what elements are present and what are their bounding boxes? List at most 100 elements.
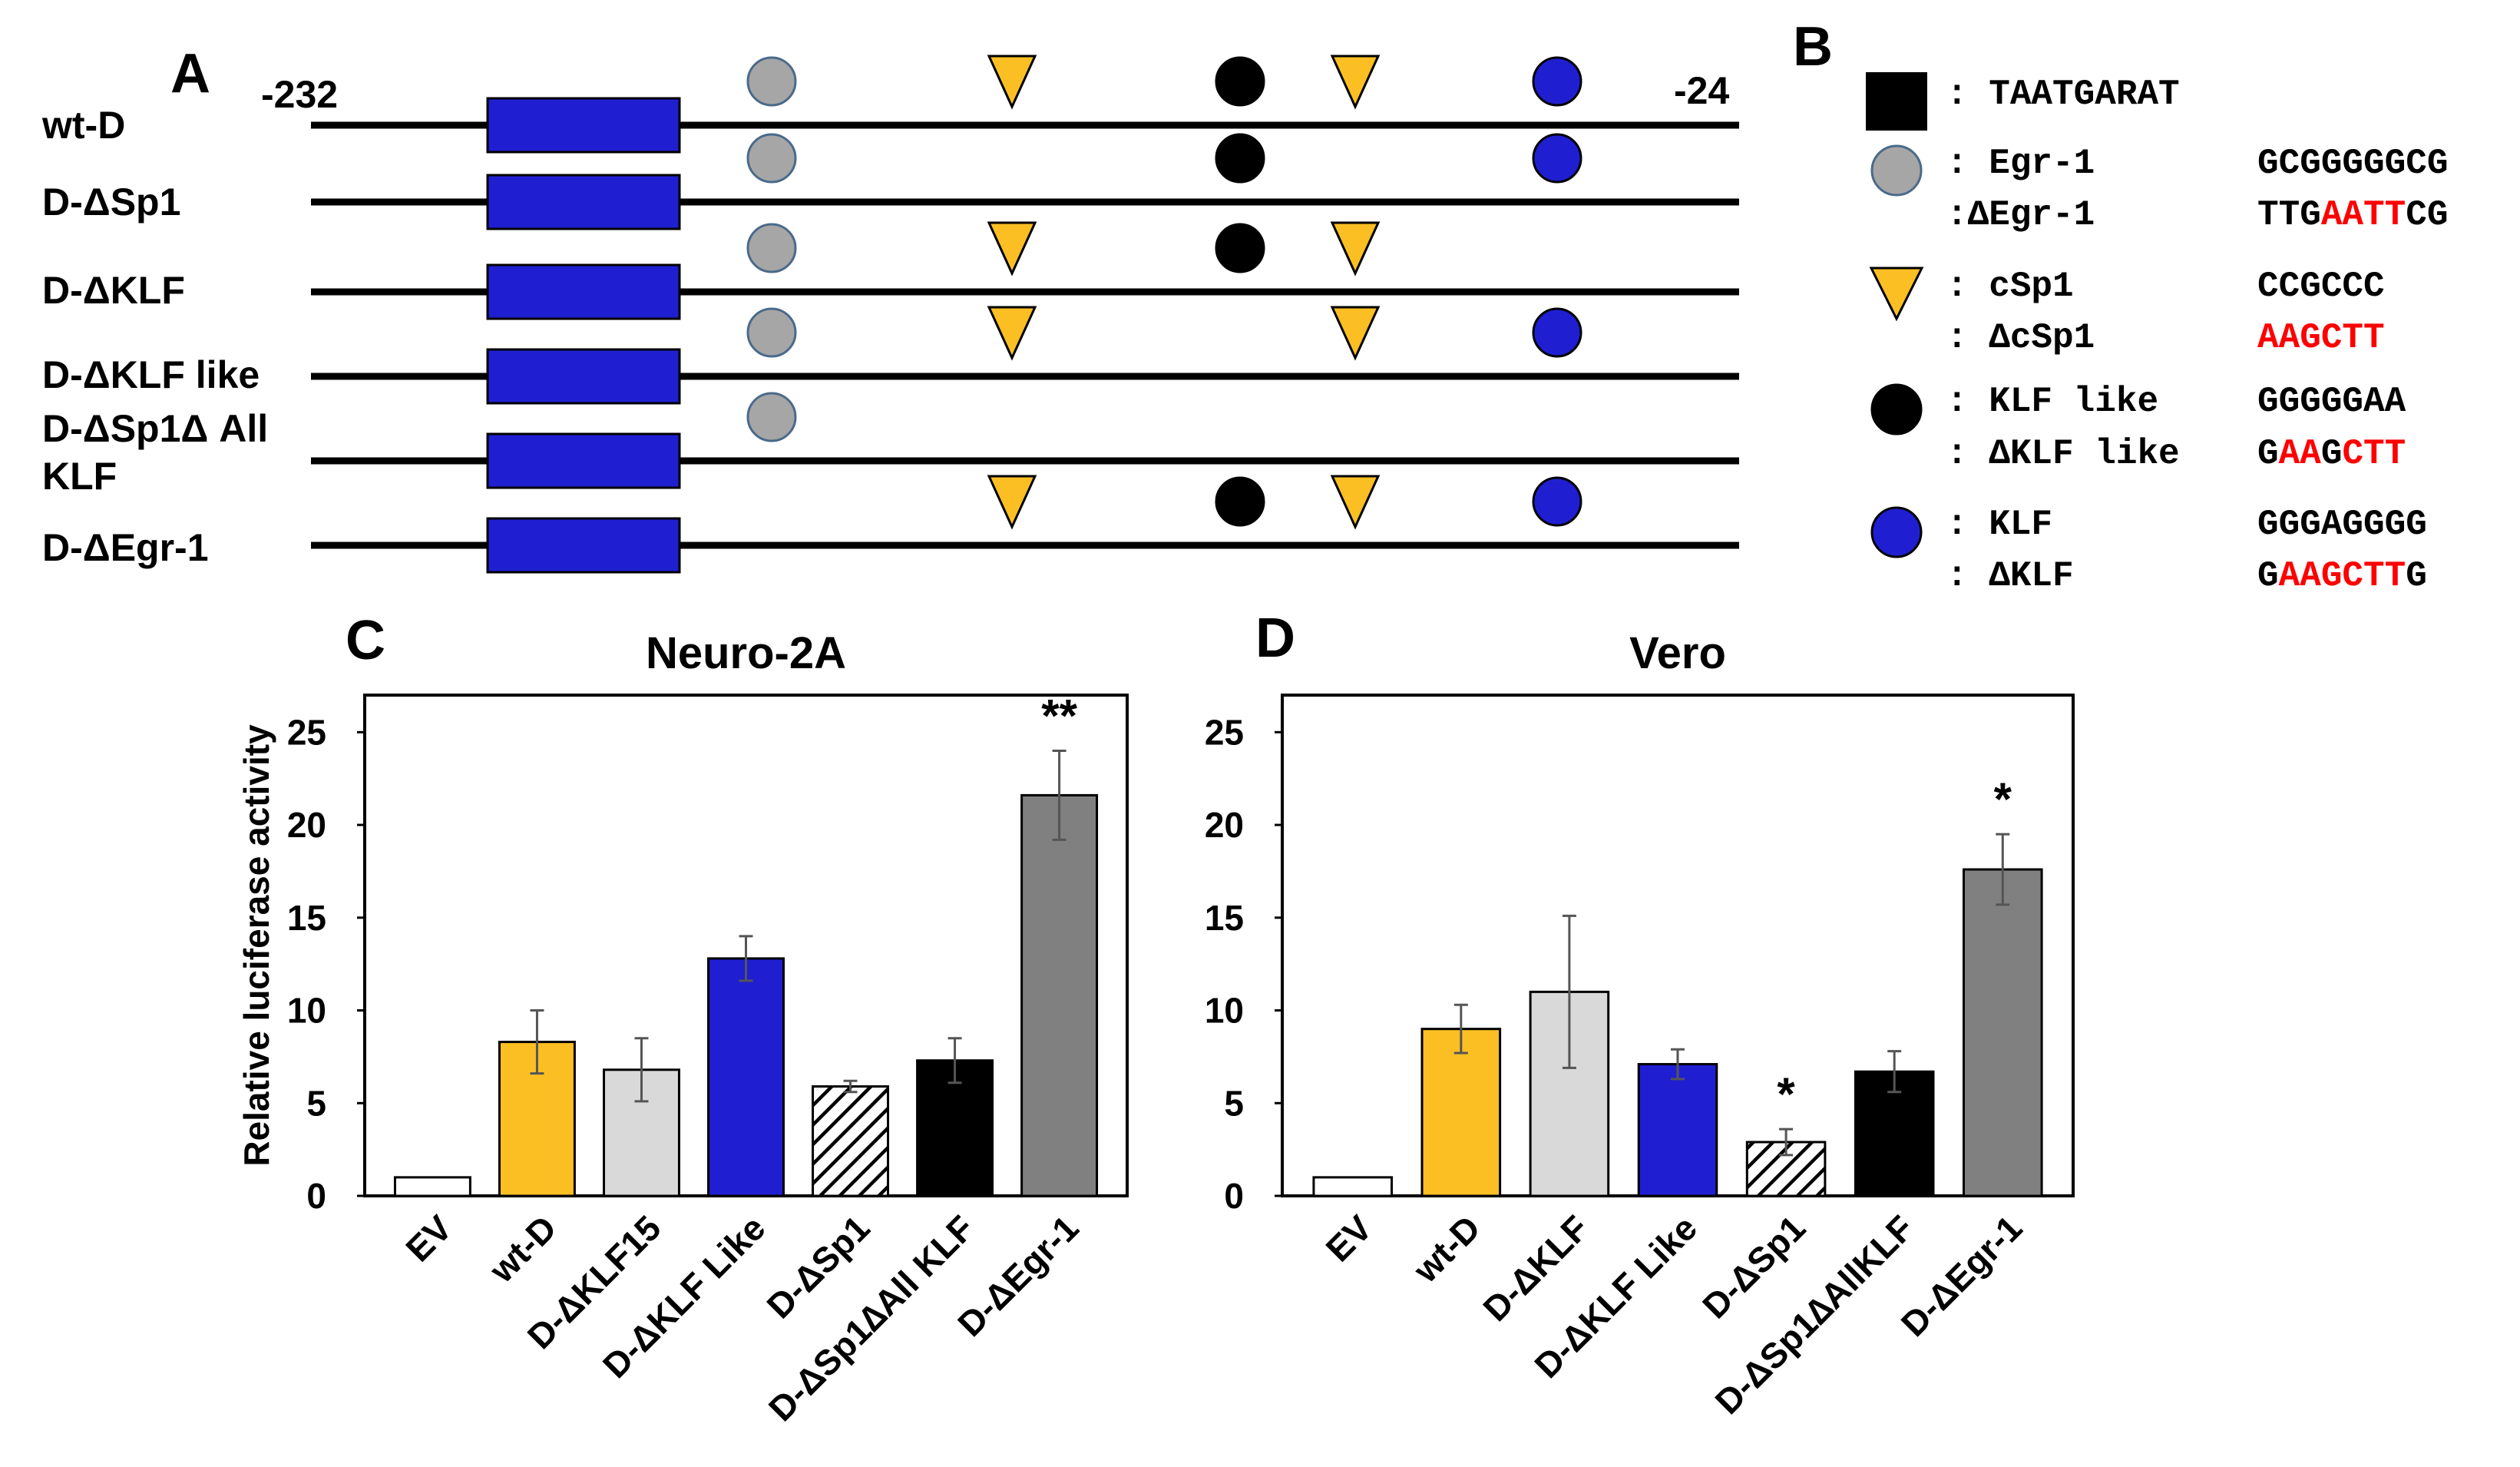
legend-sequence: TTGAATTCG [2257,195,2448,235]
panel-b-label: B [1793,16,1833,78]
sequence-part: AAGCTT [2279,556,2406,596]
klf-like-site-icon [1215,476,1265,527]
construct-row: D-ΔSp1Δ All KLF [42,392,1739,498]
legend-site-name: : Egr-1 [1946,144,2095,184]
construct-row: D-ΔKLF [42,221,1739,320]
category-label: wt-D [1405,1207,1488,1290]
egr1-site-icon [746,307,797,358]
legend-sequence: CCGCCC [2257,267,2385,306]
sequence-part: TTG [2257,195,2321,235]
legend-entry: : KLF like GGGGGAA: ΔKLF like GAAGCTT [1870,382,2406,474]
sequence-part: CCGCCC [2257,267,2385,306]
legend-sequence: GGGAGGGG [2257,505,2427,545]
bar [1962,868,2043,1197]
significance-mark: * [1994,773,2012,825]
panel-d-label: D [1255,608,1295,669]
site-legend: : TAATGARAT : Egr-1 GCGGGGGCG :ΔEgr-1 TTGAAT… [1866,72,2448,596]
site-legend-icon [1870,506,1923,558]
csp1-legend-icon [1869,267,1924,322]
left-position-label: -232 [261,73,338,116]
taatgarat-box [486,432,681,489]
klf-site-icon [1532,133,1582,184]
construct-label: D-ΔKLF [42,269,185,312]
y-tick-label: 0 [1224,1176,1244,1216]
y-tick-label: 15 [287,898,326,938]
csp1-site-icon [1330,55,1381,110]
legend-entry: : cSp1 CCGCCC: ΔcSp1 AAGCTT [1869,267,2385,358]
sequence-part: CTT [2342,434,2406,474]
right-position-label: -24 [1674,69,1729,112]
sequence-part: GGGGGAA [2257,382,2406,422]
klf-like-site-icon [1215,56,1265,107]
construct-row: D-ΔSp1 [42,133,1739,230]
y-tick-label: 15 [1205,898,1244,938]
taatgarat-box [486,517,681,574]
taatgarat-box [486,348,681,405]
legend-site-name: :ΔEgr-1 [1946,195,2095,235]
construct-label: KLF [42,455,117,498]
legend-entry: : KLF GGGAGGGG : ΔKLF GAAGCTTG [1870,505,2427,596]
bar [1020,793,1099,1197]
bar [1420,1028,1502,1197]
csp1-site-icon [987,475,1037,530]
legend-sequence: GCGGGGGCG [2257,144,2448,184]
klf-like-site-icon [1215,133,1265,184]
significance-mark: * [1777,1068,1795,1120]
bar [1312,1176,1394,1197]
significance-mark: ** [1041,690,1077,741]
taatgarat-box [486,263,681,320]
legend-site-name: : TAATGARAT [1946,75,2180,114]
y-tick-label: 20 [287,805,326,845]
y-tick-label: 10 [1205,991,1244,1031]
legend-site-name: : ΔKLF [1946,556,2074,596]
egr1-site-icon [746,133,797,184]
construct-row: wt-D [41,55,1739,154]
panel-c-label: C [346,610,385,671]
category-label: D-ΔSp1∆AllKLF [1707,1207,1921,1422]
sequence-part: AATT [2321,195,2406,235]
construct-label: D-ΔSp1 [42,180,180,224]
construct-label: wt-D [41,104,125,147]
csp1-site-icon [1330,221,1381,277]
y-tick-label: 5 [306,1083,326,1123]
bar [707,957,785,1197]
category-label: EV [398,1207,459,1269]
chart-title: Neuro-2A [646,628,846,678]
category-label: D-ΔEgr-1 [1893,1207,2030,1344]
sequence-part: GCGGGGGCG [2257,144,2448,184]
legend-site-name: : ΔcSp1 [1946,318,2095,358]
klf-site-icon [1532,307,1582,358]
klf-site-icon [1532,56,1582,107]
legend-sequence: GGGGGAA [2257,382,2406,422]
bar [1637,1063,1718,1197]
chart-title: Vero [1629,628,1726,678]
panel-c: C Neuro-2A 0 5 10 15 20 25 Relative luciferase … [236,610,1129,1429]
site-legend-icon [1870,144,1923,197]
legend-entry: : Egr-1 GCGGGGGCG :ΔEgr-1 TTGAATTCG [1870,144,2448,235]
sequence-part: CG [2406,195,2448,235]
y-tick-label: 5 [1224,1083,1244,1123]
sequence-part: G [2406,556,2427,596]
legend-entry: : TAATGARAT [1866,72,2180,131]
panel-b: B : TAATGARAT: Egr-1 GCGGGGGCG:ΔEgr-1 TTGA… [1793,16,2448,596]
egr1-site-icon [746,392,797,442]
panel-a-label: A [170,43,210,104]
legend-site-name: : KLF [1946,505,2052,545]
legend-site-name: : cSp1 [1946,267,2074,306]
legend-sequence: GAAGCTTG [2257,556,2427,596]
klf-site-icon [1532,476,1582,527]
construct-label: D-ΔKLF like [42,353,260,396]
y-tick-label: 0 [306,1176,326,1216]
construct-list: wt-D D-ΔSp1 D-ΔKLF D-ΔKLF like D-ΔSp1Δ All KL… [41,55,1739,574]
csp1-site-icon [1330,475,1381,530]
construct-row: D-ΔEgr-1 [42,475,1739,574]
legend-site-name: : KLF like [1946,382,2158,422]
egr1-site-icon [746,56,797,107]
taatgarat-box [486,97,681,154]
legend-site-name: : ΔKLF like [1946,434,2180,474]
sequence-part: G [2321,434,2343,474]
